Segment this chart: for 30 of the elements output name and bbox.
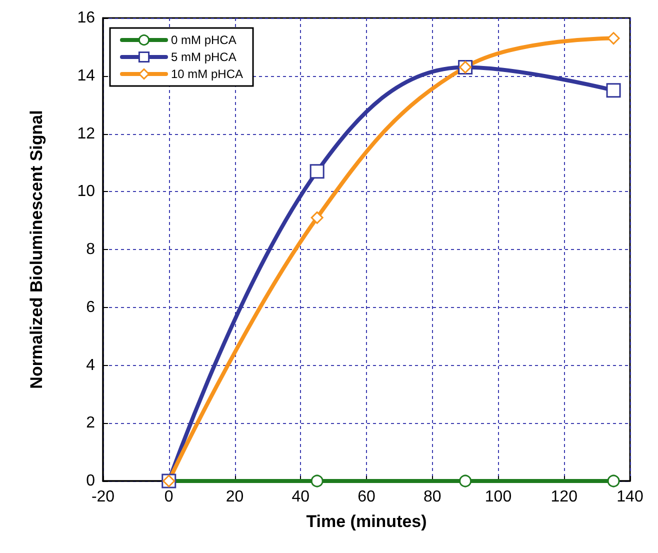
point xyxy=(310,474,324,488)
legend-label: 0 mM pHCA xyxy=(171,33,236,47)
x-tick-label: 100 xyxy=(484,488,512,506)
y-tick-label: 0 xyxy=(86,472,96,490)
y-tick-label: 4 xyxy=(86,356,96,374)
x-tick-label: 20 xyxy=(226,488,244,506)
y-tick-label: 14 xyxy=(77,67,96,84)
x-tick-label: 140 xyxy=(616,488,644,506)
point xyxy=(310,211,324,224)
point xyxy=(607,474,620,488)
x-tick-label: 60 xyxy=(358,488,376,506)
y-tick-label: 8 xyxy=(86,241,96,258)
legend-label: 10 mM pHCA xyxy=(171,67,244,81)
point xyxy=(607,32,620,45)
y-tick-label: 2 xyxy=(86,414,96,432)
x-tick-label: 120 xyxy=(550,488,578,506)
y-tick-label: 12 xyxy=(77,125,96,142)
y-tick-label: 10 xyxy=(77,183,96,200)
y-axis-title: Normalized Bioluminescent Signal xyxy=(27,110,46,389)
x-axis-title: Time (minutes) xyxy=(306,512,427,531)
point xyxy=(459,474,472,488)
point xyxy=(310,164,324,179)
legend-label: 5 mM pHCA xyxy=(171,50,236,64)
x-tick-label: 80 xyxy=(423,488,442,506)
x-tick-label: 40 xyxy=(292,488,310,506)
x-tick-label: 0 xyxy=(164,488,174,506)
point xyxy=(606,83,621,98)
x-tick-label: -20 xyxy=(91,488,115,506)
y-tick-label: 16 xyxy=(77,10,96,26)
y-tick-label: 6 xyxy=(86,298,96,316)
